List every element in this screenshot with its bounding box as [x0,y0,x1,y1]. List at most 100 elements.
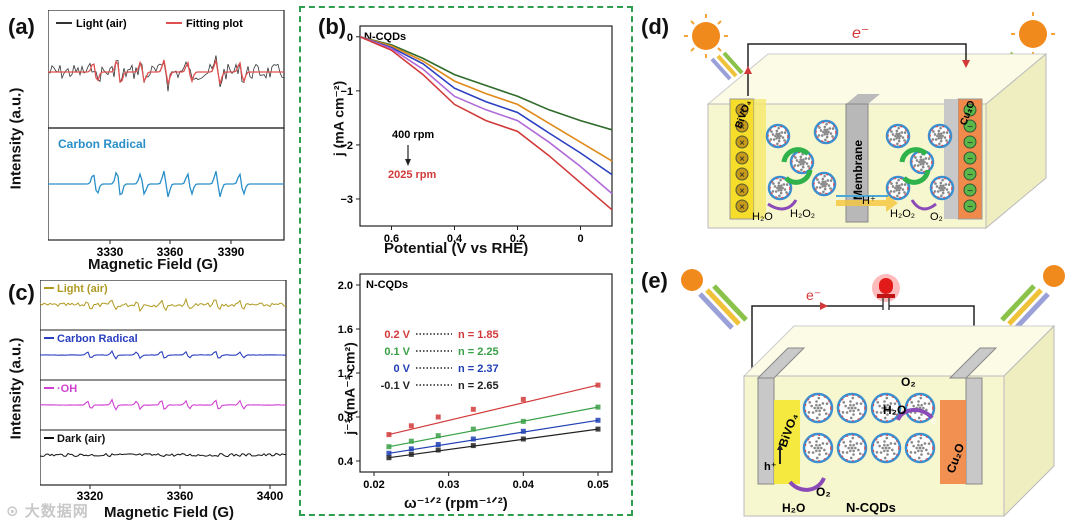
kl-fit-line-0 [388,384,599,436]
kl-point-2-4 [520,428,526,434]
light-rays-icon [1000,284,1050,330]
panel-e-label: (e) [641,268,668,293]
hole-icon [735,119,749,133]
cqd-particle [767,175,793,201]
light-rays-icon [710,51,744,81]
a-xtick-0: 3330 [97,245,124,259]
kl-point-1-2 [435,433,441,439]
lsv-ytick-0: 0 [347,32,353,44]
membrane [845,103,869,223]
e-e-small: e [931,416,937,427]
redox-cycle-icon [781,147,931,185]
cqd-particle [885,175,911,201]
lsv-ytick-1: −1 [340,86,353,98]
kl-point-3-2 [435,447,441,453]
kl-legend-v-0: 0.2 V [384,329,410,341]
kl-legend-n-2: n = 2.37 [458,363,499,375]
panel-c-xlabel: Magnetic Field (G) [104,504,235,521]
c-xtick-2: 3400 [257,489,284,503]
kl-point-0-0 [386,432,392,438]
kl-point-2-1 [408,446,414,452]
panel-b-frame [299,6,633,516]
hole-icon [735,151,749,165]
kl-xtick-0: 0.02 [363,479,384,491]
c-oh-trace [40,398,287,411]
kl-legend-n-0: n = 1.85 [458,329,499,341]
d-h2o: H₂O [752,211,773,223]
sun-icon [681,269,703,291]
sun-icon [1011,12,1055,56]
kl-point-0-3 [470,406,476,412]
kl-fit-line-1 [388,406,599,448]
d-hplus: H⁺ [862,195,876,207]
a-legend-light: Light (air) [76,18,127,30]
c-label-light: Light (air) [57,283,108,295]
kl-legend-n-1: n = 2.25 [458,346,499,358]
lsv-xtick-0: 0.6 [384,233,399,245]
kl-point-0-4 [520,396,526,402]
watermark: ⊙ 大数据网 [6,503,89,520]
cqd-particle [927,123,953,149]
kl-xtick-2: 0.04 [513,479,535,491]
hole-icon [735,199,749,213]
hole-icon [735,167,749,181]
kl-point-3-1 [408,451,414,457]
panel-b-kl-chart: N-CQDs 0.2 V n = 1.85 0.1 V n = 2.25 0 V n = … [338,273,613,491]
panel-a-label: (a) [8,14,35,39]
svg-text:×: × [739,186,745,197]
cqd-particle [811,171,837,197]
cqd-particle [802,392,834,424]
kl-point-1-1 [408,438,414,444]
cqd-particle [789,149,815,175]
panel-c-plot: Light (air) Carbon Radical ·OH Dark (air… [40,280,287,503]
kl-point-2-2 [435,442,441,447]
kl-point-1-0 [386,444,392,450]
d-membrane: Membrane [851,140,865,200]
kl-point-3-3 [470,443,476,449]
a-carbon-radical-label: Carbon Radical [58,137,146,151]
b2-title: N-CQDs [366,279,408,291]
panel-c-ylabel: Intensity (a.u.) [7,337,25,440]
electron-icon [963,135,977,149]
c-dark-trace [40,452,287,458]
lsv-line-1 [359,36,613,162]
c-xtick-0: 3320 [77,489,104,503]
kl-point-1-3 [470,426,476,432]
svg-text:×: × [739,138,745,149]
a-fit-trace [48,59,284,85]
a-radical-trace [48,170,284,198]
panel-d-label: (d) [641,14,670,39]
kl-legend-v-1: 0.1 V [384,346,410,358]
lsv-ytick-2: −2 [340,140,353,152]
e-o2-top: O₂ [901,375,916,389]
a-xtick-2: 3390 [218,245,245,259]
light-rays-icon [698,284,748,330]
cqd-particle [813,119,839,145]
d-h2o2-right: H₂O₂ [890,208,915,220]
cqd-particle [929,175,955,201]
kl-point-3-0 [386,455,392,461]
e-hole: h⁺ [764,461,777,473]
svg-text:−: − [967,106,973,117]
led-bulb-icon [872,274,900,310]
b-annot-400: 400 rpm [392,129,434,141]
panel-b-lsv-chart: N-CQDs 400 rpm 2025 rpm 0.6 0.4 0.2 00−1−2−… [340,25,613,245]
panel-b-label: (b) [318,14,347,39]
kl-ytick-2: 1.2 [338,368,353,380]
svg-text:−: − [967,186,973,197]
c-radical-trace [40,350,287,360]
sun-icon [1043,265,1065,287]
c-label-radical: Carbon Radical [57,333,138,345]
sun-icon [684,14,728,58]
panel-c-label: (c) [8,280,35,305]
svg-text:×: × [739,106,745,117]
lsv-ytick-3: −3 [340,194,353,206]
c-label-dark: Dark (air) [57,433,106,445]
panel-e-diagram: e⁻ BiVO₄ Cu₂O O₂ H₂O O₂ H₂O N-CQDs h⁺ e [681,265,1065,518]
panel-d-diagram: e⁻ ××××××× BiVO₄ −−−−−−− Cu₂O Membrane H… [684,12,1055,230]
lsv-line-2 [359,36,613,176]
cqd-particle [802,432,834,464]
kl-xtick-1: 0.03 [438,479,459,491]
svg-text:−: − [967,122,973,133]
e-o2-bottom: O₂ [816,485,831,499]
